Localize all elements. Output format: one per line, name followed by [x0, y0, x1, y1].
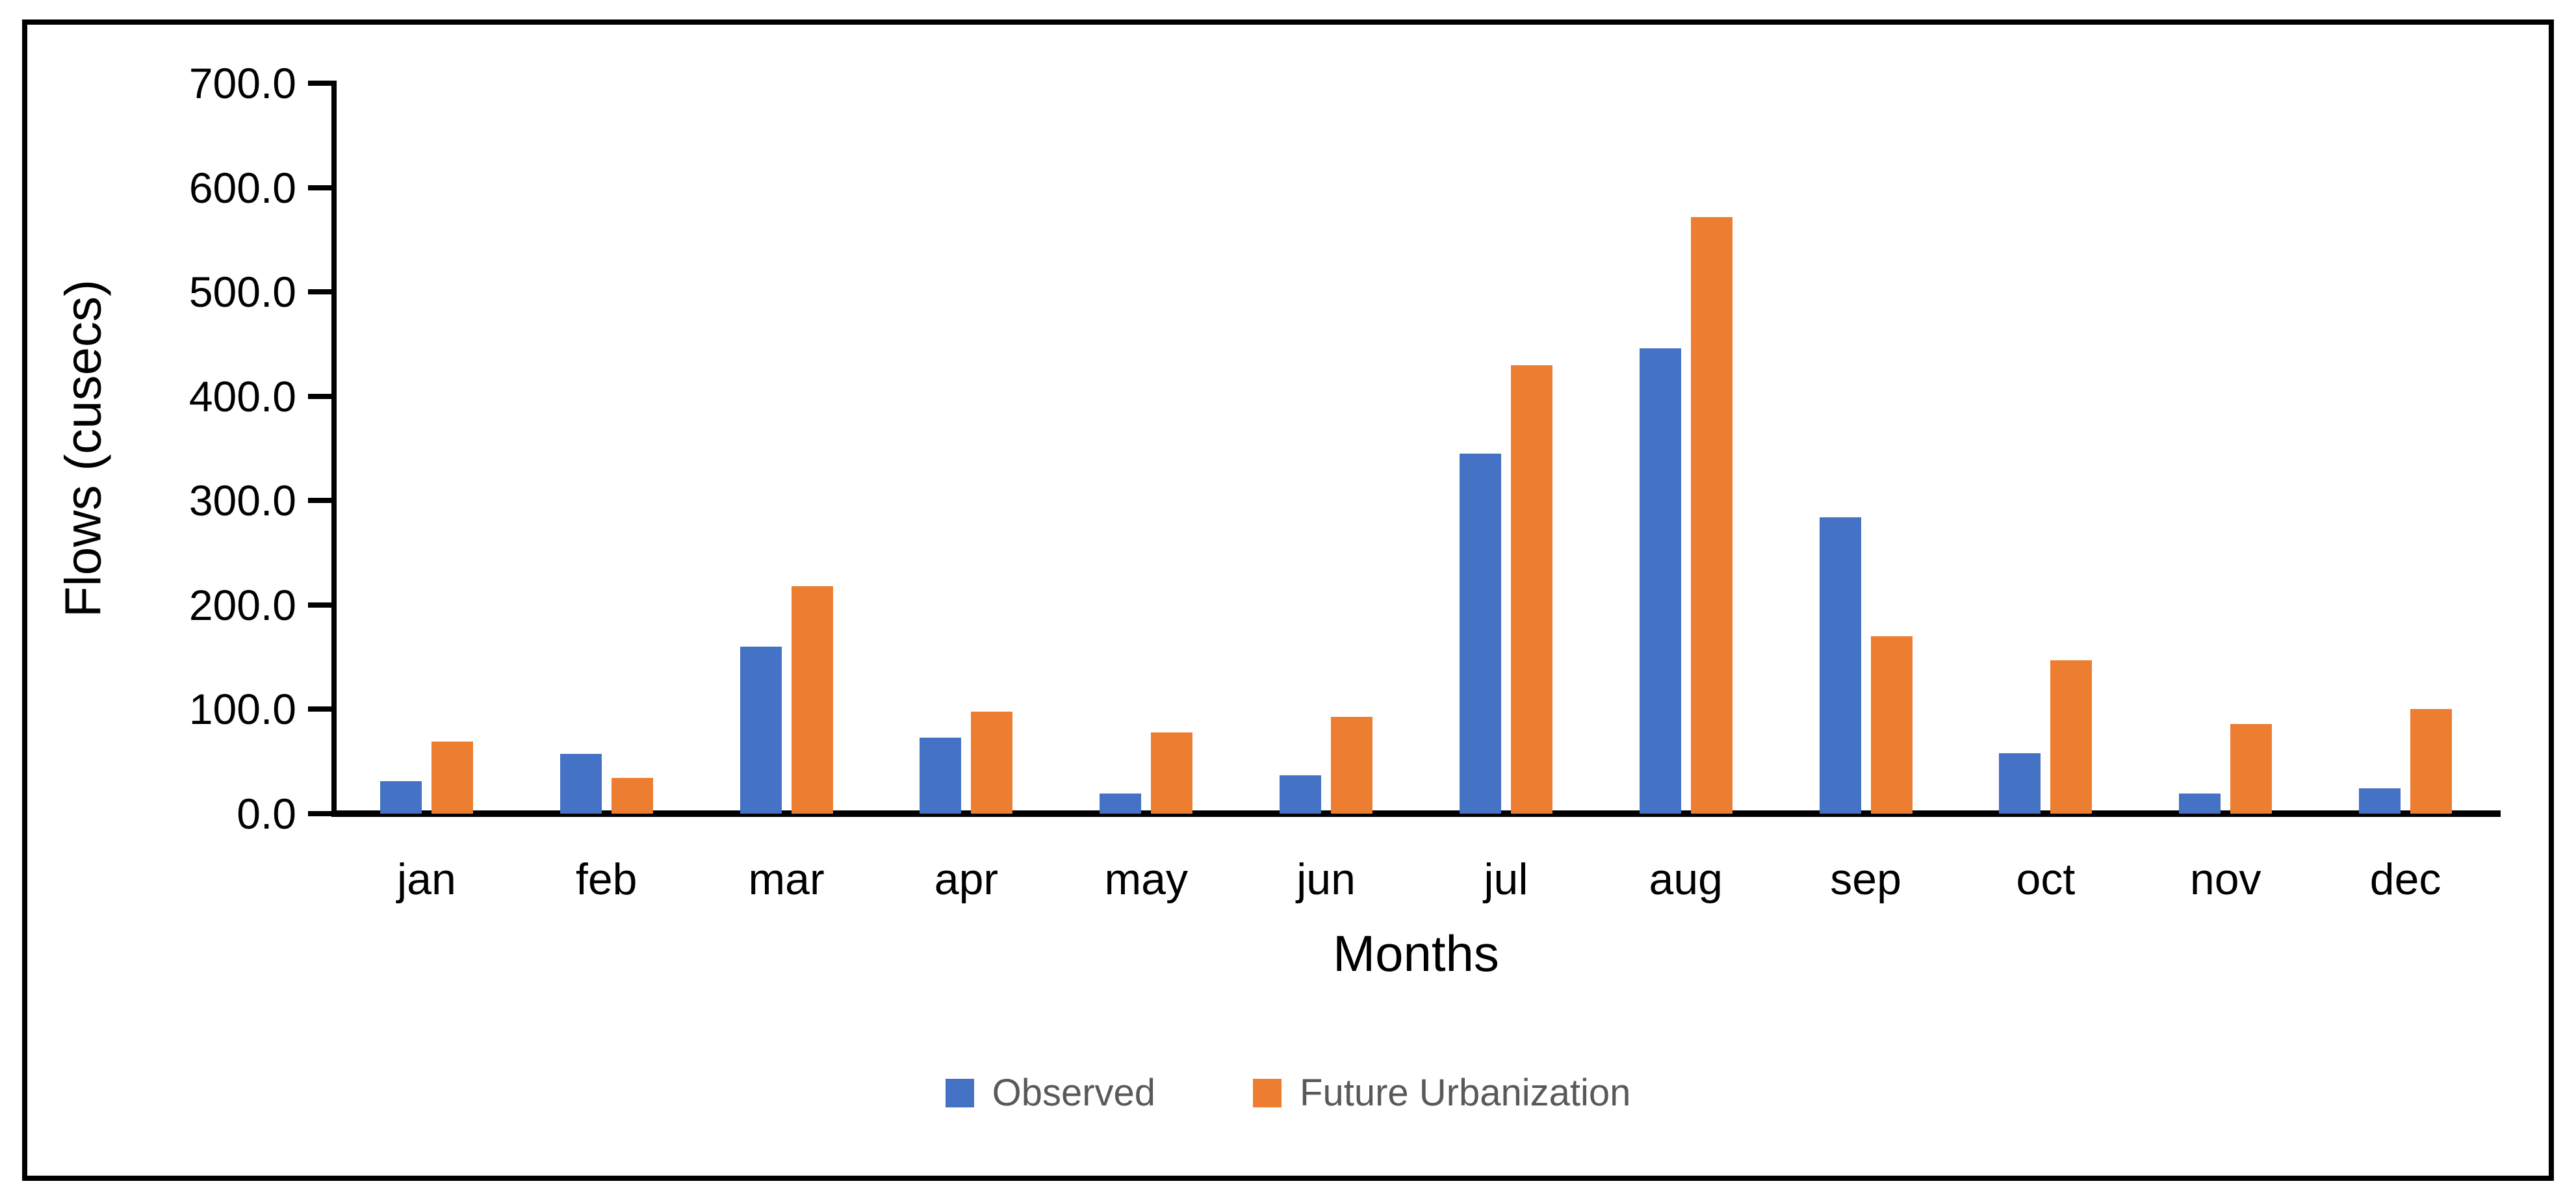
y-tick-500	[308, 289, 333, 295]
bar-future-urbanization-nov	[2230, 723, 2273, 814]
y-tick-0	[308, 811, 333, 816]
bar-future-urbanization-feb	[611, 778, 653, 814]
y-tick-label-600: 600.0	[188, 163, 296, 212]
bar-observed-jan	[380, 781, 422, 814]
bar-future-urbanization-jan	[431, 742, 473, 814]
x-label-may: may	[1104, 855, 1188, 904]
y-tick-label-100: 100.0	[188, 685, 296, 734]
x-label-nov: nov	[2189, 855, 2261, 904]
chart-border	[22, 19, 2554, 1181]
y-axis-line	[331, 81, 337, 816]
y-tick-200	[308, 602, 333, 608]
bar-observed-nov	[2179, 794, 2221, 814]
y-tick-label-0: 0.0	[237, 790, 296, 838]
legend: Observed Future Urbanization	[0, 1071, 2576, 1115]
legend-item-observed: Observed	[945, 1071, 1156, 1115]
x-label-jul: jul	[1484, 855, 1528, 904]
bar-observed-feb	[560, 754, 602, 814]
bar-observed-jul	[1459, 454, 1501, 814]
y-tick-600	[308, 185, 333, 190]
bar-observed-oct	[1999, 753, 2041, 814]
x-label-oct: oct	[2016, 855, 2076, 904]
y-tick-label-200: 200.0	[188, 580, 296, 629]
x-label-jan: jan	[397, 855, 456, 904]
bar-future-urbanization-may	[1151, 732, 1193, 814]
bar-observed-apr	[920, 737, 962, 814]
legend-label: Future Urbanization	[1300, 1072, 1631, 1114]
y-tick-label-300: 300.0	[188, 476, 296, 525]
y-tick-100	[308, 706, 333, 712]
bar-observed-sep	[1819, 517, 1861, 814]
bar-future-urbanization-dec	[2410, 709, 2453, 814]
legend-swatch-icon	[945, 1078, 974, 1107]
bar-observed-aug	[1639, 348, 1681, 814]
x-label-dec: dec	[2369, 855, 2441, 904]
x-label-feb: feb	[575, 855, 638, 904]
x-axis-line	[331, 810, 2501, 817]
legend-swatch-icon	[1253, 1078, 1282, 1107]
x-axis-title: Months	[1333, 925, 1499, 982]
bar-observed-may	[1100, 794, 1142, 814]
x-label-apr: apr	[934, 855, 999, 904]
bar-future-urbanization-oct	[2050, 660, 2093, 814]
bar-observed-mar	[740, 647, 782, 814]
x-label-jun: jun	[1296, 855, 1356, 904]
legend-label: Observed	[992, 1072, 1156, 1114]
y-tick-label-700: 700.0	[188, 59, 296, 107]
x-label-sep: sep	[1830, 855, 1901, 904]
bar-observed-dec	[2359, 788, 2401, 814]
x-label-mar: mar	[748, 855, 825, 904]
y-tick-label-400: 400.0	[188, 372, 296, 420]
bar-observed-jun	[1280, 775, 1322, 814]
bar-future-urbanization-aug	[1690, 216, 1732, 814]
bar-future-urbanization-jun	[1331, 716, 1373, 814]
x-label-aug: aug	[1649, 855, 1723, 904]
y-tick-300	[308, 498, 333, 504]
bar-future-urbanization-sep	[1870, 636, 1913, 814]
bar-future-urbanization-jul	[1510, 365, 1552, 814]
y-tick-700	[308, 81, 333, 86]
bar-future-urbanization-apr	[971, 711, 1013, 814]
legend-item-future-urbanization: Future Urbanization	[1253, 1071, 1630, 1115]
y-tick-label-500: 500.0	[188, 268, 296, 316]
y-tick-400	[308, 393, 333, 399]
bar-future-urbanization-mar	[791, 586, 833, 814]
